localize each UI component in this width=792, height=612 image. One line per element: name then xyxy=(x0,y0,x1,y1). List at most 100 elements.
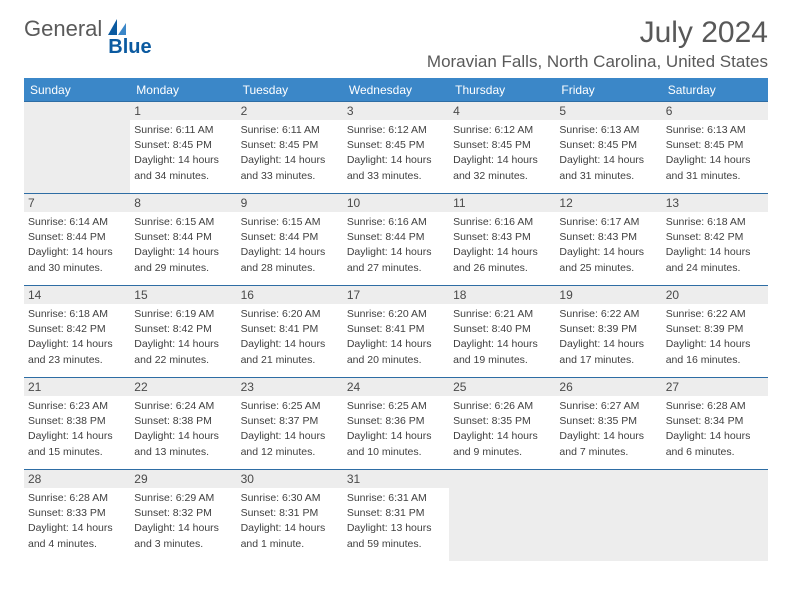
info-line: Sunrise: 6:30 AM xyxy=(241,491,339,505)
info-line: Daylight: 14 hours xyxy=(241,337,339,351)
day-cell: 14Sunrise: 6:18 AMSunset: 8:42 PMDayligh… xyxy=(24,285,130,377)
info-line: Daylight: 14 hours xyxy=(453,245,551,259)
info-line: Daylight: 14 hours xyxy=(666,245,764,259)
info-line: Sunrise: 6:13 AM xyxy=(666,123,764,137)
info-line: Daylight: 14 hours xyxy=(559,153,657,167)
day-number: 8 xyxy=(130,194,236,212)
info-line: Sunset: 8:40 PM xyxy=(453,322,551,336)
empty-cell xyxy=(24,101,130,193)
info-line: Sunrise: 6:28 AM xyxy=(28,491,126,505)
week-row: 28Sunrise: 6:28 AMSunset: 8:33 PMDayligh… xyxy=(24,469,768,561)
day-header-thu: Thursday xyxy=(449,78,555,101)
info-line: Sunset: 8:43 PM xyxy=(453,230,551,244)
info-line: Daylight: 14 hours xyxy=(666,337,764,351)
day-header-wed: Wednesday xyxy=(343,78,449,101)
info-line: Sunrise: 6:12 AM xyxy=(347,123,445,137)
info-line: Daylight: 14 hours xyxy=(241,153,339,167)
day-header-fri: Friday xyxy=(555,78,661,101)
day-number: 24 xyxy=(343,378,449,396)
day-cell: 5Sunrise: 6:13 AMSunset: 8:45 PMDaylight… xyxy=(555,101,661,193)
day-number: 5 xyxy=(555,102,661,120)
info-line: Sunset: 8:31 PM xyxy=(241,506,339,520)
day-number: 15 xyxy=(130,286,236,304)
day-cell: 21Sunrise: 6:23 AMSunset: 8:38 PMDayligh… xyxy=(24,377,130,469)
day-number xyxy=(555,470,661,488)
info-line: Daylight: 14 hours xyxy=(134,521,232,535)
day-number: 7 xyxy=(24,194,130,212)
info-line: Sunset: 8:45 PM xyxy=(241,138,339,152)
day-cell: 12Sunrise: 6:17 AMSunset: 8:43 PMDayligh… xyxy=(555,193,661,285)
info-line: Sunrise: 6:12 AM xyxy=(453,123,551,137)
day-header-mon: Monday xyxy=(130,78,236,101)
day-info: Sunrise: 6:12 AMSunset: 8:45 PMDaylight:… xyxy=(347,123,445,183)
info-line: and 24 minutes. xyxy=(666,261,764,275)
day-cell: 26Sunrise: 6:27 AMSunset: 8:35 PMDayligh… xyxy=(555,377,661,469)
day-header-row: Sunday Monday Tuesday Wednesday Thursday… xyxy=(24,78,768,101)
info-line: Sunrise: 6:16 AM xyxy=(453,215,551,229)
info-line: Daylight: 14 hours xyxy=(453,429,551,443)
day-info: Sunrise: 6:14 AMSunset: 8:44 PMDaylight:… xyxy=(28,215,126,275)
day-cell: 8Sunrise: 6:15 AMSunset: 8:44 PMDaylight… xyxy=(130,193,236,285)
info-line: and 33 minutes. xyxy=(241,169,339,183)
info-line: Sunrise: 6:18 AM xyxy=(666,215,764,229)
info-line: Daylight: 14 hours xyxy=(241,245,339,259)
day-number: 14 xyxy=(24,286,130,304)
day-number: 29 xyxy=(130,470,236,488)
info-line: Daylight: 13 hours xyxy=(347,521,445,535)
info-line: and 31 minutes. xyxy=(559,169,657,183)
day-number: 2 xyxy=(237,102,343,120)
info-line: Sunset: 8:45 PM xyxy=(666,138,764,152)
info-line: and 15 minutes. xyxy=(28,445,126,459)
day-number: 26 xyxy=(555,378,661,396)
week-row: 1Sunrise: 6:11 AMSunset: 8:45 PMDaylight… xyxy=(24,101,768,193)
day-info: Sunrise: 6:16 AMSunset: 8:44 PMDaylight:… xyxy=(347,215,445,275)
day-cell: 28Sunrise: 6:28 AMSunset: 8:33 PMDayligh… xyxy=(24,469,130,561)
info-line: and 27 minutes. xyxy=(347,261,445,275)
info-line: Sunset: 8:39 PM xyxy=(559,322,657,336)
info-line: Sunrise: 6:16 AM xyxy=(347,215,445,229)
info-line: Sunset: 8:42 PM xyxy=(28,322,126,336)
info-line: Daylight: 14 hours xyxy=(134,429,232,443)
info-line: Daylight: 14 hours xyxy=(28,429,126,443)
day-info: Sunrise: 6:25 AMSunset: 8:37 PMDaylight:… xyxy=(241,399,339,459)
info-line: Sunrise: 6:15 AM xyxy=(134,215,232,229)
day-header-tue: Tuesday xyxy=(237,78,343,101)
info-line: and 16 minutes. xyxy=(666,353,764,367)
day-number: 31 xyxy=(343,470,449,488)
info-line: and 34 minutes. xyxy=(134,169,232,183)
info-line: Sunset: 8:45 PM xyxy=(559,138,657,152)
page-title: July 2024 xyxy=(640,16,768,50)
info-line: Sunrise: 6:11 AM xyxy=(241,123,339,137)
day-number: 19 xyxy=(555,286,661,304)
day-info: Sunrise: 6:22 AMSunset: 8:39 PMDaylight:… xyxy=(559,307,657,367)
day-info: Sunrise: 6:31 AMSunset: 8:31 PMDaylight:… xyxy=(347,491,445,551)
day-number: 4 xyxy=(449,102,555,120)
info-line: and 26 minutes. xyxy=(453,261,551,275)
day-number: 25 xyxy=(449,378,555,396)
info-line: Sunset: 8:41 PM xyxy=(241,322,339,336)
day-number xyxy=(449,470,555,488)
info-line: Sunset: 8:44 PM xyxy=(134,230,232,244)
info-line: Daylight: 14 hours xyxy=(666,153,764,167)
info-line: and 30 minutes. xyxy=(28,261,126,275)
info-line: Sunrise: 6:22 AM xyxy=(559,307,657,321)
day-cell: 3Sunrise: 6:12 AMSunset: 8:45 PMDaylight… xyxy=(343,101,449,193)
day-cell: 20Sunrise: 6:22 AMSunset: 8:39 PMDayligh… xyxy=(662,285,768,377)
day-cell: 30Sunrise: 6:30 AMSunset: 8:31 PMDayligh… xyxy=(237,469,343,561)
info-line: Daylight: 14 hours xyxy=(241,521,339,535)
info-line: Sunset: 8:44 PM xyxy=(347,230,445,244)
info-line: and 13 minutes. xyxy=(134,445,232,459)
day-info: Sunrise: 6:18 AMSunset: 8:42 PMDaylight:… xyxy=(666,215,764,275)
info-line: Daylight: 14 hours xyxy=(347,153,445,167)
logo-text-blue: Blue xyxy=(108,36,151,59)
day-info: Sunrise: 6:11 AMSunset: 8:45 PMDaylight:… xyxy=(134,123,232,183)
info-line: Sunset: 8:44 PM xyxy=(241,230,339,244)
info-line: and 6 minutes. xyxy=(666,445,764,459)
empty-cell xyxy=(662,469,768,561)
day-cell: 2 Sunrise: 6:11 AMSunset: 8:45 PMDaylight… xyxy=(237,101,343,193)
day-number: 6 xyxy=(662,102,768,120)
day-cell: 18Sunrise: 6:21 AMSunset: 8:40 PMDayligh… xyxy=(449,285,555,377)
info-line: and 32 minutes. xyxy=(453,169,551,183)
day-info: Sunrise: 6:12 AMSunset: 8:45 PMDaylight:… xyxy=(453,123,551,183)
info-line: Daylight: 14 hours xyxy=(28,245,126,259)
